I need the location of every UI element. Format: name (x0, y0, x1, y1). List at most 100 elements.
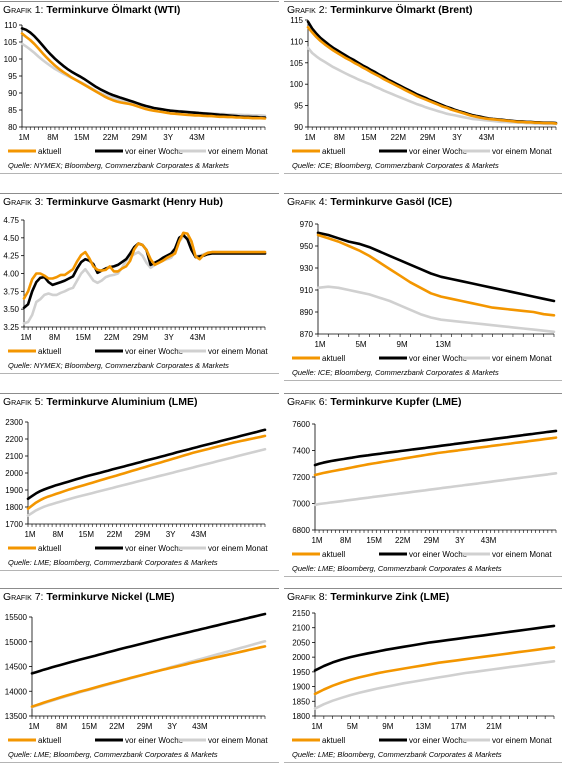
chart-top-rule (284, 1, 562, 2)
series-line-vor-einem-monat (26, 447, 267, 517)
y-tick-label: 2100 (292, 624, 310, 633)
x-tick-label: 3Y (163, 133, 173, 142)
x-tick-label: 8M (49, 333, 60, 342)
series-line-vor-einer-woche (20, 27, 267, 119)
chart-title-text: Terminkurve Ölmarkt (WTI) (46, 4, 181, 16)
chart-number: Grafik 4: (287, 196, 331, 208)
x-tick-label: 29M (420, 133, 436, 142)
chart-bottom-rule (284, 762, 562, 763)
chart-source: Quelle: NYMEX; Bloomberg, Commerzbank Co… (8, 161, 229, 170)
legend-label: vor einem Monat (208, 736, 268, 745)
x-tick-label: 22M (109, 722, 125, 731)
series-line-vor-einem-monat (30, 639, 267, 709)
y-tick-label: 7600 (292, 420, 310, 429)
y-tick-label: 930 (300, 264, 314, 273)
y-tick-label: 14500 (5, 663, 28, 672)
y-tick-label: 15000 (5, 638, 28, 647)
series-line-vor-einer-woche (316, 231, 556, 303)
y-tick-label: 15500 (5, 613, 28, 622)
chart-title: Grafik 3: Terminkurve Gasmarkt (Henry Hu… (3, 196, 223, 208)
legend-label: vor einer Woche (409, 736, 468, 745)
legend-label: vor einer Woche (125, 544, 184, 553)
series-line-vor-einer-woche (306, 20, 558, 125)
y-tick-label: 13500 (5, 712, 28, 721)
y-tick-label: 2000 (5, 469, 23, 478)
chart-title: Grafik 8: Terminkurve Zink (LME) (287, 591, 449, 603)
y-tick-label: 970 (300, 220, 314, 229)
chart-top-rule (284, 393, 562, 394)
x-tick-label: 15M (75, 333, 91, 342)
x-tick-label: 13M (415, 722, 431, 731)
y-tick-label: 890 (300, 308, 314, 317)
x-tick-label: 1M (18, 133, 29, 142)
chart-top-rule (0, 193, 279, 194)
y-tick-label: 1950 (292, 668, 310, 677)
chart-top-rule (284, 193, 562, 194)
chart-source: Quelle: NYMEX; Bloomberg, Commerzbank Co… (8, 361, 229, 370)
y-tick-label: 2050 (292, 638, 310, 647)
x-tick-label: 1M (314, 340, 325, 349)
x-tick-label: 22M (395, 536, 411, 545)
y-tick-label: 3.25 (3, 323, 19, 332)
y-tick-label: 95 (294, 102, 303, 111)
series-line-aktuell (306, 25, 558, 125)
y-tick-label: 1800 (5, 503, 23, 512)
x-tick-label: 21M (486, 722, 502, 731)
y-tick-label: 1850 (292, 697, 310, 706)
chart-top-rule (0, 1, 279, 2)
x-tick-label: 43M (481, 536, 497, 545)
series-line-aktuell (22, 231, 267, 300)
series-line-vor-einer-woche (30, 612, 267, 675)
chart-number: Grafik 6: (287, 396, 331, 408)
y-tick-label: 7200 (292, 473, 310, 482)
x-tick-label: 8M (340, 536, 351, 545)
series-line-vor-einem-monat (313, 659, 556, 710)
legend-label: vor einem Monat (492, 147, 552, 156)
x-tick-label: 29M (424, 536, 440, 545)
x-tick-label: 15M (82, 722, 98, 731)
y-tick-label: 1900 (5, 486, 23, 495)
legend-label: aktuell (38, 736, 61, 745)
chart-number: Grafik 2: (287, 4, 331, 16)
x-tick-label: 15M (366, 536, 382, 545)
chart-title-text: Terminkurve Nickel (LME) (46, 591, 175, 603)
y-tick-label: 4.00 (3, 270, 19, 279)
x-tick-label: 29M (135, 530, 151, 539)
x-tick-label: 17M (451, 722, 467, 731)
chart-bottom-rule (0, 173, 279, 174)
chart-source: Quelle: ICE; Bloomberg, Commerzbank Corp… (292, 161, 499, 170)
x-tick-label: 22M (107, 530, 123, 539)
legend-label: vor einem Monat (492, 550, 552, 559)
series-line-aktuell (26, 434, 267, 511)
series-line-vor-einem-monat (313, 471, 558, 507)
chart-top-rule (0, 393, 279, 394)
y-tick-label: 95 (8, 72, 17, 81)
legend-label: vor einer Woche (409, 550, 468, 559)
x-tick-label: 1M (28, 722, 39, 731)
x-tick-label: 9M (397, 340, 408, 349)
x-tick-label: 8M (53, 530, 64, 539)
legend-label: aktuell (322, 354, 345, 363)
y-tick-label: 1900 (292, 683, 310, 692)
legend-label: aktuell (322, 147, 345, 156)
chart-title-text: Terminkurve Gasmarkt (Henry Hub) (46, 196, 223, 208)
x-tick-label: 1M (20, 333, 31, 342)
series-line-aktuell (316, 233, 556, 317)
chart-top-rule (0, 588, 279, 589)
legend-label: aktuell (38, 544, 61, 553)
chart-bottom-rule (0, 373, 279, 374)
x-tick-label: 22M (104, 333, 120, 342)
chart-bottom-rule (0, 570, 279, 571)
series-line-vor-einem-monat (20, 42, 267, 118)
y-tick-label: 2150 (292, 609, 310, 618)
chart-source: Quelle: LME; Bloomberg, Commerzbank Corp… (8, 558, 218, 567)
legend-label: aktuell (322, 736, 345, 745)
chart-top-rule (284, 588, 562, 589)
chart-title: Grafik 6: Terminkurve Kupfer (LME) (287, 396, 461, 408)
y-tick-label: 4.75 (3, 216, 19, 225)
legend-label: vor einem Monat (492, 736, 552, 745)
series-line-vor-einem-monat (316, 285, 556, 334)
